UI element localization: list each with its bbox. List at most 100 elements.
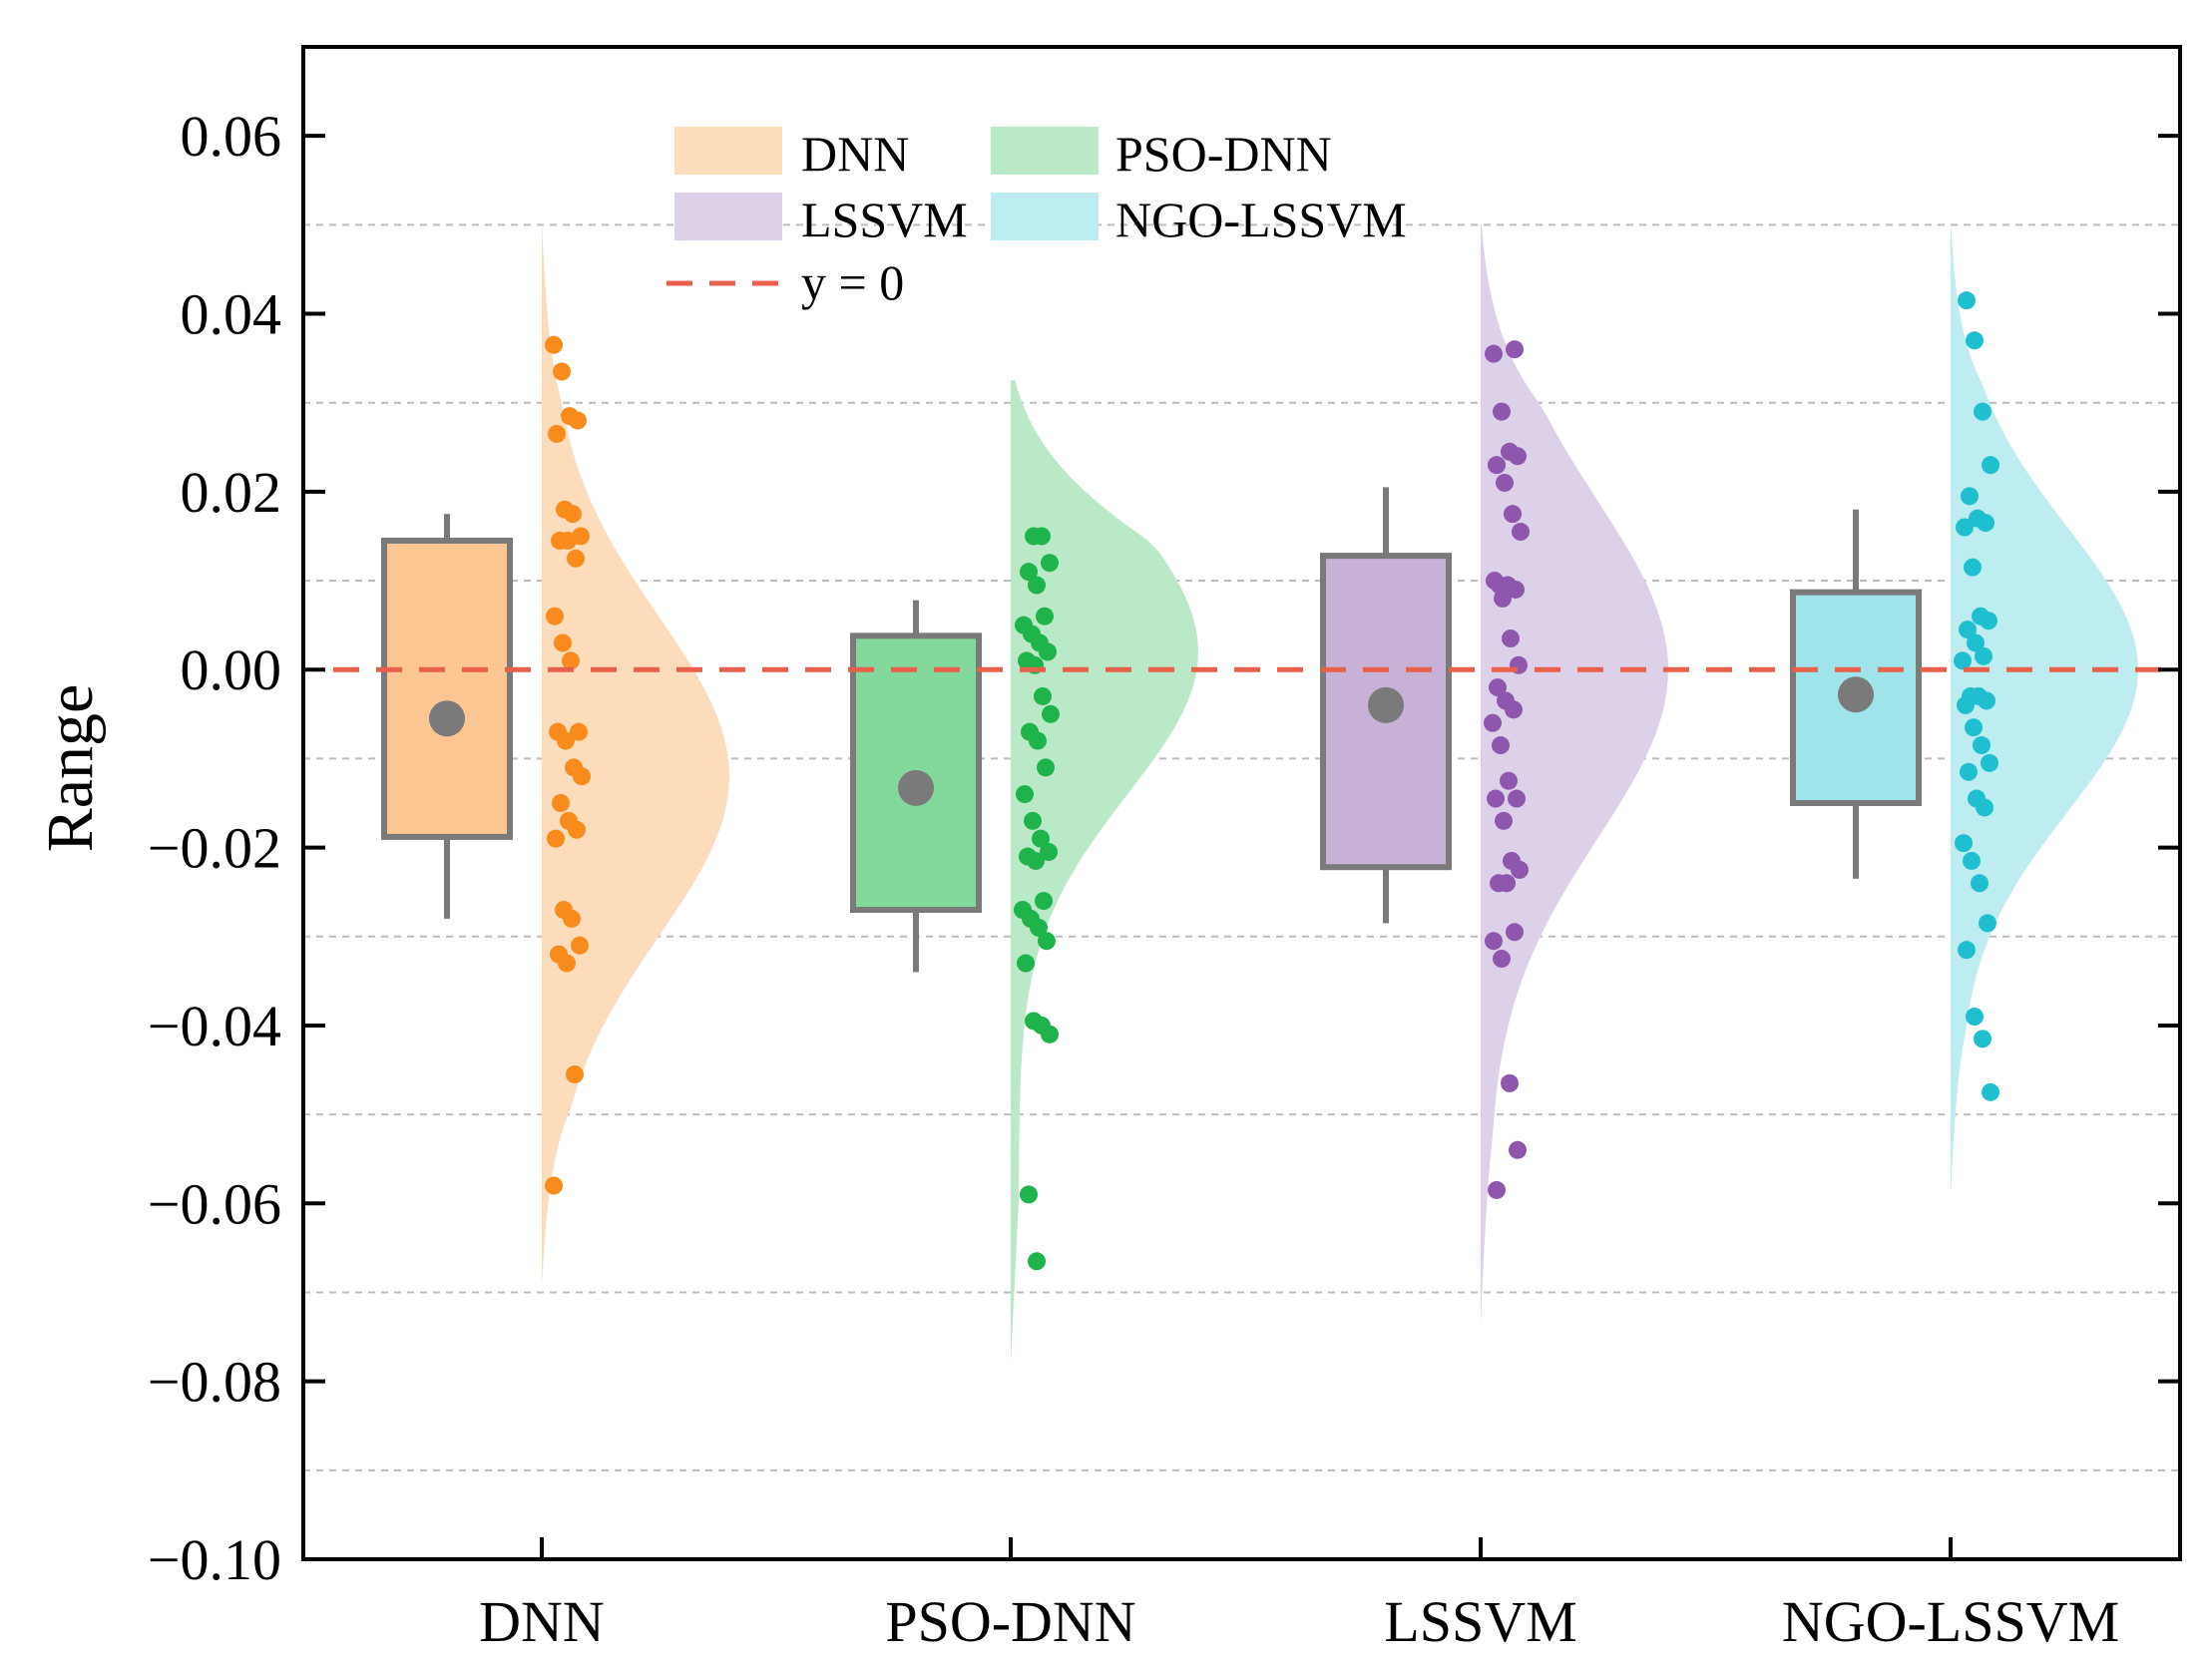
data-point-ngo-lssvm-24 — [1976, 798, 1993, 817]
x-tick-label-dnn: DNN — [479, 1589, 605, 1654]
data-point-dnn-4 — [548, 424, 566, 443]
data-point-lssvm-4 — [1509, 447, 1527, 466]
data-point-pso-dnn-22 — [1027, 851, 1045, 870]
plot-frame — [301, 45, 2182, 1561]
data-point-ngo-lssvm-27 — [1971, 874, 1989, 893]
data-point-dnn-21 — [568, 820, 586, 839]
data-point-pso-dnn-31 — [1041, 1025, 1059, 1043]
y-axis-title: Range — [34, 684, 107, 853]
y-tick-label-5: 0.00 — [181, 637, 282, 702]
data-point-lssvm-31 — [1493, 950, 1511, 969]
data-point-ngo-lssvm-3 — [1982, 456, 1999, 475]
box-dnn — [381, 537, 513, 840]
data-point-ngo-lssvm-0 — [1958, 291, 1976, 310]
data-point-ngo-lssvm-4 — [1961, 487, 1979, 506]
data-point-pso-dnn-32 — [1020, 1185, 1038, 1204]
data-point-lssvm-30 — [1485, 932, 1503, 951]
x-tick-label-ngo-lssvm: NGO-LSSVM — [1782, 1589, 2119, 1654]
data-point-dnn-0 — [545, 335, 563, 354]
data-point-lssvm-5 — [1488, 456, 1506, 475]
legend-label-lssvm: LSSVM — [801, 192, 968, 247]
data-point-ngo-lssvm-19 — [1965, 718, 1983, 737]
y-tick-label-1: −0.08 — [148, 1350, 281, 1415]
density-cloud-lssvm — [1481, 224, 1668, 1324]
data-point-ngo-lssvm-10 — [1980, 612, 1997, 630]
data-point-pso-dnn-3 — [1020, 563, 1038, 582]
data-point-dnn-10 — [567, 549, 585, 568]
mean-marker-dnn — [429, 700, 465, 737]
data-point-pso-dnn-20 — [1040, 843, 1058, 862]
data-point-lssvm-8 — [1512, 523, 1530, 542]
data-point-pso-dnn-33 — [1028, 1252, 1046, 1271]
legend-label-dnn: DNN — [801, 126, 909, 182]
legend-label-reference-line: y = 0 — [801, 254, 904, 310]
data-point-dnn-13 — [562, 651, 580, 670]
data-point-pso-dnn-15 — [1029, 731, 1047, 750]
data-point-ngo-lssvm-11 — [1959, 621, 1977, 639]
data-point-dnn-24 — [563, 909, 581, 928]
data-point-ngo-lssvm-30 — [1966, 1008, 1984, 1027]
data-point-dnn-16 — [557, 731, 575, 750]
data-point-dnn-28 — [566, 1064, 584, 1083]
data-point-lssvm-20 — [1492, 736, 1510, 755]
data-point-dnn-3 — [569, 411, 587, 430]
data-point-ngo-lssvm-28 — [1979, 914, 1996, 933]
data-point-ngo-lssvm-22 — [1960, 762, 1978, 781]
data-point-lssvm-19 — [1484, 713, 1502, 732]
data-point-ngo-lssvm-21 — [1981, 753, 1998, 772]
data-point-lssvm-21 — [1500, 771, 1518, 790]
y-tick-label-7: 0.04 — [181, 282, 282, 347]
data-point-lssvm-18 — [1505, 700, 1523, 719]
y-tick-label-2: −0.06 — [148, 1171, 281, 1236]
box-plots — [381, 487, 1922, 973]
data-point-lssvm-13 — [1494, 589, 1512, 608]
data-point-ngo-lssvm-6 — [1977, 514, 1994, 533]
data-point-ngo-lssvm-20 — [1973, 736, 1991, 755]
data-point-ngo-lssvm-13 — [1975, 646, 1992, 665]
data-point-ngo-lssvm-14 — [1954, 651, 1972, 670]
data-point-lssvm-23 — [1487, 789, 1505, 808]
x-tick-label-pso-dnn: PSO-DNN — [885, 1589, 1135, 1654]
data-point-lssvm-2 — [1493, 402, 1511, 421]
legend-swatch-pso-dnn — [991, 127, 1099, 175]
data-point-ngo-lssvm-12 — [1967, 633, 1985, 652]
data-point-dnn-25 — [571, 936, 589, 955]
data-point-pso-dnn-23 — [1035, 892, 1053, 911]
legend-label-ngo-lssvm: NGO-LSSVM — [1115, 192, 1407, 247]
data-point-pso-dnn-18 — [1024, 811, 1042, 830]
y-tick-label-8: 0.06 — [181, 104, 282, 169]
legend-swatch-lssvm — [674, 193, 782, 240]
data-point-dnn-1 — [553, 362, 571, 381]
data-point-pso-dnn-27 — [1038, 932, 1056, 951]
data-point-ngo-lssvm-2 — [1974, 402, 1991, 421]
data-point-lssvm-24 — [1495, 811, 1513, 830]
mean-marker-lssvm — [1368, 686, 1404, 723]
data-point-dnn-29 — [545, 1176, 563, 1195]
data-point-dnn-19 — [552, 794, 570, 812]
y-tick-label-6: 0.02 — [181, 460, 282, 525]
data-point-pso-dnn-5 — [1036, 607, 1054, 626]
data-point-pso-dnn-28 — [1017, 954, 1035, 973]
data-point-lssvm-11 — [1507, 580, 1525, 599]
data-point-pso-dnn-9 — [1039, 642, 1057, 661]
data-point-dnn-11 — [546, 607, 564, 626]
data-point-dnn-6 — [564, 505, 582, 524]
data-point-ngo-lssvm-17 — [1978, 691, 1995, 710]
y-tick-label-0: −0.10 — [148, 1527, 281, 1592]
density-cloud-dnn — [542, 224, 729, 1284]
data-point-ngo-lssvm-1 — [1966, 331, 1984, 350]
data-point-dnn-22 — [547, 829, 565, 848]
data-point-pso-dnn-26 — [1030, 918, 1048, 937]
legend-swatch-dnn — [674, 127, 782, 175]
data-point-lssvm-16 — [1489, 678, 1507, 697]
data-point-ngo-lssvm-29 — [1958, 941, 1976, 960]
data-point-lssvm-33 — [1509, 1140, 1527, 1159]
data-point-pso-dnn-19 — [1032, 829, 1050, 848]
data-point-ngo-lssvm-26 — [1963, 851, 1981, 870]
legend: DNN PSO-DNN LSSVM NGO-LSSVM y = 0 — [666, 126, 1407, 310]
jittered-points — [545, 291, 1999, 1271]
data-point-dnn-9 — [559, 531, 577, 550]
data-point-dnn-18 — [573, 767, 591, 786]
axes: −0.10 −0.08 −0.06 −0.04 −0.02 0.00 0.02 0.04 0.0… — [148, 45, 2182, 1654]
